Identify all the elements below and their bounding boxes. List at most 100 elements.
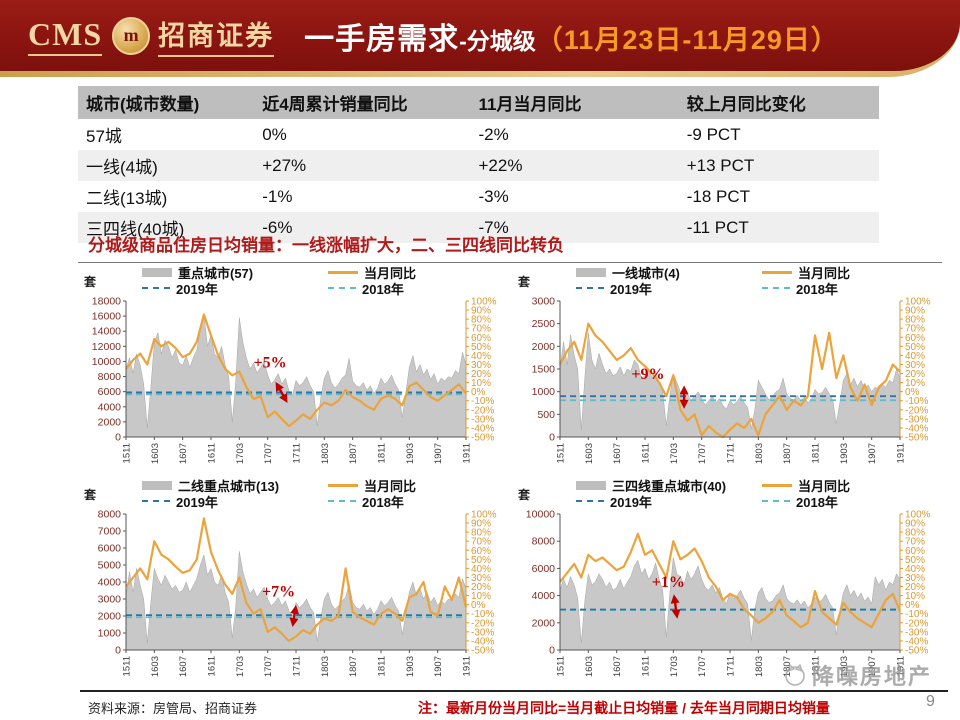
right-axis-tick-label: -40% bbox=[471, 636, 494, 647]
x-axis-tick-label: 1903 bbox=[405, 656, 416, 677]
y-axis-unit-label: 套 bbox=[518, 488, 531, 502]
right-axis-tick-label: 60% bbox=[905, 546, 925, 557]
x-axis-tick-label: 1707 bbox=[263, 443, 274, 464]
left-axis-tick-label: 6000 bbox=[532, 563, 556, 575]
left-axis-tick-label: 2000 bbox=[532, 617, 556, 629]
left-axis-tick-label: 8000 bbox=[98, 509, 122, 521]
x-axis-tick-label: 1907 bbox=[867, 656, 878, 677]
left-axis-tick-label: 10000 bbox=[92, 356, 121, 368]
x-axis-tick-label: 1711 bbox=[292, 656, 303, 676]
legend-label: 2019年 bbox=[610, 281, 652, 297]
table-cell: +13 PCT bbox=[678, 150, 879, 181]
watermark: 降噪房地产 bbox=[782, 659, 932, 691]
right-axis-tick-label: 0% bbox=[471, 600, 486, 611]
x-axis-tick-label: 1611 bbox=[207, 656, 218, 676]
left-axis-tick-label: 1500 bbox=[532, 364, 556, 376]
table-row: 57城 0% -2% -9 PCT bbox=[78, 119, 879, 150]
footer-divider bbox=[80, 690, 948, 692]
left-axis-tick-label: 4000 bbox=[98, 577, 122, 589]
footnote-text: 注：最新月份当月同比=当月截止日均销量 / 去年当月同期日均销量 bbox=[418, 700, 830, 716]
right-axis-tick-label: 70% bbox=[905, 537, 925, 548]
yoy-line-series bbox=[125, 517, 468, 642]
x-axis-tick-label: 1703 bbox=[235, 656, 246, 677]
right-axis-tick-label: 80% bbox=[905, 315, 925, 326]
right-axis-tick-label: -30% bbox=[905, 627, 928, 638]
left-axis-tick-label: 3000 bbox=[98, 594, 122, 606]
legend-ref-2019: 2019年 bbox=[142, 280, 328, 297]
table-cell: +27% bbox=[254, 150, 471, 181]
right-axis-tick-label: -50% bbox=[905, 646, 928, 657]
right-axis-tick-label: -20% bbox=[471, 405, 494, 416]
annotation-label: +9% bbox=[631, 366, 664, 383]
legend-label: 当月同比 bbox=[798, 265, 851, 281]
x-axis-tick-label: 1911 bbox=[896, 656, 907, 676]
table-cell: -11 PCT bbox=[678, 212, 879, 243]
area-series bbox=[125, 551, 467, 651]
legend-label: 2019年 bbox=[176, 494, 218, 510]
table-cell: 三四线(40城) bbox=[78, 212, 255, 243]
left-axis-tick-label: 500 bbox=[537, 409, 555, 421]
table-head: 城市(城市数量) 近4周累计销量同比 11月当月同比 较上月同比变化 bbox=[78, 86, 879, 119]
annotation-label: +7% bbox=[262, 583, 295, 600]
legend-line-series: 当月同比 bbox=[762, 477, 948, 494]
legend-swatch-icon bbox=[142, 287, 170, 289]
x-axis-tick-label: 1511 bbox=[556, 656, 567, 676]
chart-panel-tier1: 套 一线城市(4) 当月同比 2019年 2018年 3000 2500 2000 1500 10… bbox=[514, 263, 948, 472]
left-axis-tick-label: 5000 bbox=[98, 560, 122, 572]
x-axis-tick-label: 1511 bbox=[122, 656, 133, 676]
left-axis-tick-label: 0 bbox=[549, 432, 555, 444]
annotation-label: +1% bbox=[652, 574, 685, 591]
legend-swatch-icon bbox=[142, 500, 170, 502]
legend-swatch-icon bbox=[142, 480, 172, 490]
table-cell: 二线(13城) bbox=[86, 189, 168, 208]
right-axis-tick-label: 70% bbox=[471, 537, 491, 548]
x-axis-tick-label: 1907 bbox=[433, 656, 444, 677]
left-axis-tick-label: 1000 bbox=[532, 386, 556, 398]
area-series bbox=[559, 557, 901, 651]
annotation-label: +5% bbox=[254, 354, 287, 371]
legend-label: 重点城市(57) bbox=[178, 265, 254, 281]
legend-label: 一线城市(4) bbox=[612, 265, 680, 281]
table-header-cell: 11月当月同比 bbox=[470, 86, 679, 119]
annotation-double-arrow-icon bbox=[275, 381, 288, 403]
table-cell: -1% bbox=[262, 186, 293, 206]
x-axis-tick-label: 1707 bbox=[263, 656, 274, 677]
x-axis-tick-label: 1711 bbox=[726, 443, 737, 463]
right-axis-tick-label: -30% bbox=[471, 627, 494, 638]
right-axis-tick-label: 70% bbox=[471, 324, 491, 335]
right-axis-tick-label: 40% bbox=[471, 351, 491, 362]
legend-ref-2019: 2019年 bbox=[142, 493, 328, 510]
right-axis-tick-label: 20% bbox=[905, 369, 925, 380]
right-axis-tick-label: 40% bbox=[905, 564, 925, 575]
legend-ref-2018: 2018年 bbox=[762, 280, 948, 297]
legend-ref-2019: 2019年 bbox=[576, 280, 762, 297]
legend-swatch-icon bbox=[328, 270, 358, 274]
chart-panel-key-cities: 套 重点城市(57) 当月同比 2019年 2018年 18000 16000 14000 12… bbox=[80, 263, 514, 472]
right-axis-tick-label: -20% bbox=[905, 618, 928, 629]
yoy-line-series bbox=[559, 532, 902, 629]
right-axis-tick-label: 100% bbox=[471, 297, 497, 308]
yoy-line-series bbox=[559, 322, 901, 439]
right-axis-tick-label: 30% bbox=[905, 360, 925, 371]
table-cell: -9 PCT bbox=[686, 124, 741, 144]
right-axis-tick-label: 100% bbox=[905, 297, 931, 308]
x-axis-tick-label: 1811 bbox=[811, 443, 822, 463]
table-body: 57城 0% -2% -9 PCT 一线(4城) +27% +22% +13 PCT 二线(13… bbox=[78, 119, 879, 243]
right-axis-tick-label: 80% bbox=[471, 315, 491, 326]
right-axis-tick-label: 10% bbox=[905, 591, 925, 602]
right-axis-tick-label: 50% bbox=[471, 555, 491, 566]
right-axis-tick-label: 90% bbox=[471, 519, 491, 530]
x-axis-tick-label: 1803 bbox=[754, 656, 765, 677]
left-axis-tick-label: 14000 bbox=[92, 326, 121, 338]
right-axis-tick-label: 60% bbox=[905, 333, 925, 344]
table-cell: 一线(4城) bbox=[78, 150, 255, 181]
left-axis-tick-label: 0 bbox=[115, 432, 121, 444]
x-axis-tick-label: 1603 bbox=[150, 443, 161, 464]
right-axis-tick-label: -30% bbox=[905, 414, 928, 425]
right-axis-tick-label: 10% bbox=[905, 378, 925, 389]
x-axis-tick-label: 1607 bbox=[612, 656, 623, 677]
table-cell: -2% bbox=[478, 124, 509, 144]
legend-line-series: 当月同比 bbox=[328, 264, 514, 281]
left-axis-tick-label: 12000 bbox=[92, 341, 121, 353]
right-axis-tick-label: 80% bbox=[905, 528, 925, 539]
